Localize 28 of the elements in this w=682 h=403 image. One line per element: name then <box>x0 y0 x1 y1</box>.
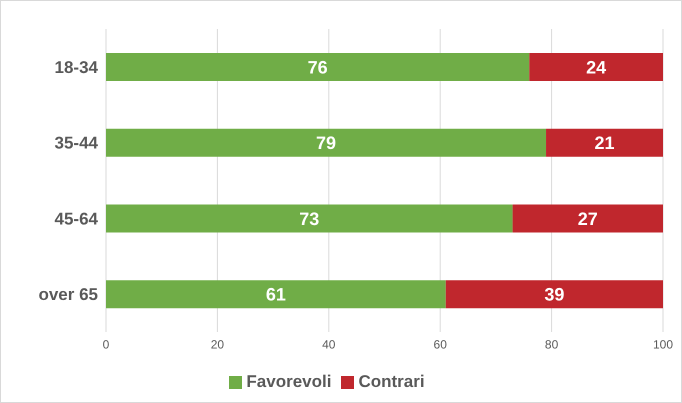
data-label: 76 <box>308 57 328 78</box>
x-tick-label: 80 <box>544 338 559 352</box>
legend-label: Contrari <box>358 372 425 391</box>
data-label: 73 <box>299 208 320 229</box>
x-tick-label: 0 <box>102 338 110 352</box>
bar <box>106 53 530 81</box>
x-tick-label: 100 <box>652 338 674 352</box>
bar <box>106 204 513 232</box>
data-label: 61 <box>266 284 286 305</box>
bar <box>529 53 663 81</box>
legend-label: Favorevoli <box>246 372 332 391</box>
data-label: 39 <box>544 284 564 305</box>
y-tick-label: 35-44 <box>54 134 99 153</box>
data-label: 21 <box>594 133 615 154</box>
bar <box>446 280 663 308</box>
x-tick-label: 40 <box>322 338 336 352</box>
x-tick-label: 20 <box>210 338 224 352</box>
bar <box>546 128 663 157</box>
x-tick-label: 60 <box>434 338 448 352</box>
bar <box>106 128 546 157</box>
y-tick-label: over 65 <box>38 285 98 304</box>
bar <box>512 204 663 232</box>
data-label: 24 <box>586 57 606 78</box>
data-label: 79 <box>316 133 336 154</box>
bar <box>106 280 446 308</box>
y-tick-label: 45-64 <box>54 209 99 228</box>
y-tick-label: 18-34 <box>54 58 99 77</box>
data-label: 27 <box>578 208 598 229</box>
